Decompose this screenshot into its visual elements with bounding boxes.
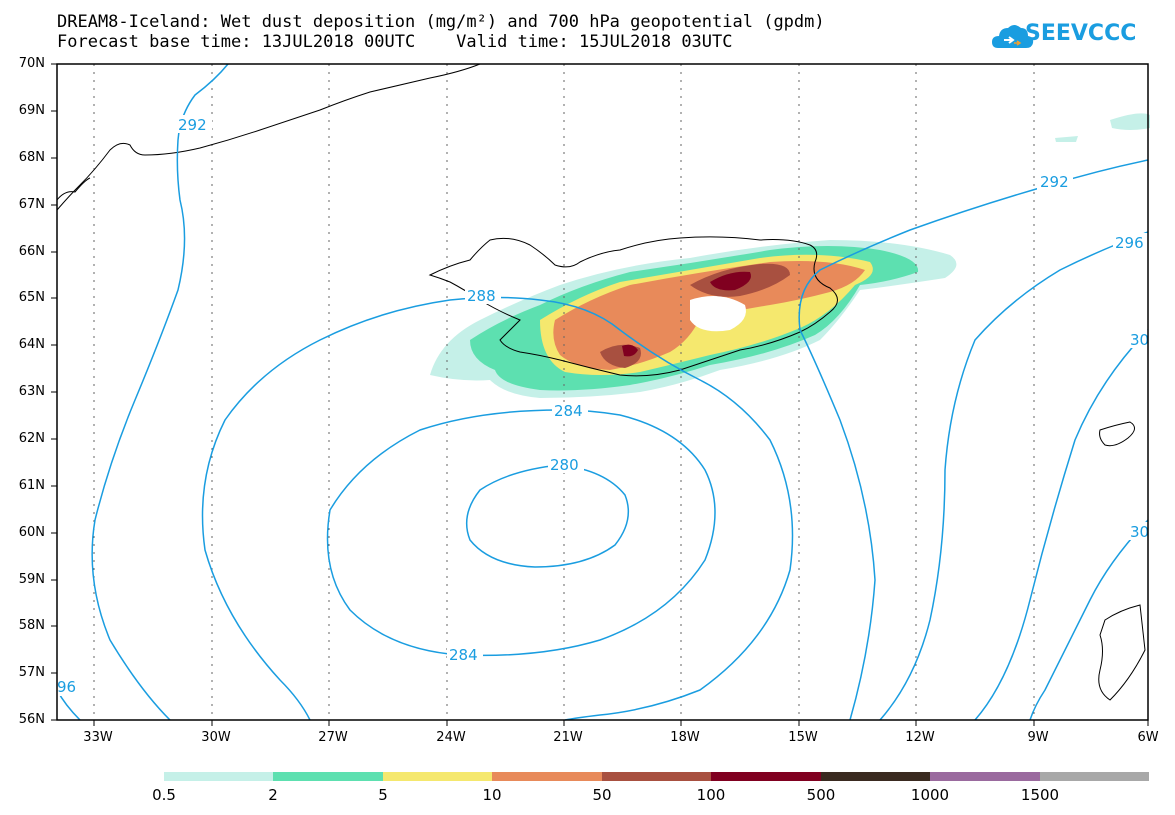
lat-label: 64N [18, 337, 45, 352]
contour-label: 296 [1115, 234, 1144, 252]
lat-label: 70N [18, 56, 45, 71]
lon-label: 21W [553, 730, 583, 745]
legend-swatch [382, 772, 493, 781]
lon-label: 6W [1137, 730, 1159, 745]
contour-label: 292 [178, 116, 207, 134]
legend-swatch [820, 772, 931, 781]
lat-label: 63N [18, 384, 45, 399]
legend-label: 5 [378, 786, 388, 804]
legend-label: 2 [268, 786, 278, 804]
lat-label: 60N [18, 525, 45, 540]
legend-swatch [711, 772, 821, 781]
lat-label: 67N [18, 197, 45, 212]
axis-ticks [51, 63, 1149, 726]
lon-label: 15W [788, 730, 818, 745]
lon-label: 9W [1027, 730, 1049, 745]
legend-label: 10 [482, 786, 502, 804]
legend-swatch [930, 772, 1040, 781]
graticule [93, 64, 1035, 720]
lon-label: 27W [318, 730, 348, 745]
legend-swatch [492, 772, 602, 781]
legend-swatch [1039, 772, 1149, 781]
contour-label: 30 [1130, 331, 1149, 349]
lat-label: 69N [18, 103, 45, 118]
lat-label: 65N [18, 290, 45, 305]
legend-label: 50 [592, 786, 612, 804]
logo-text: SEEVCCC [1025, 21, 1137, 46]
lat-label: 68N [18, 150, 45, 165]
map-title-line2: Forecast base time: 13JUL2018 00UTC Vali… [57, 32, 733, 52]
legend-label: 100 [696, 786, 726, 804]
lat-label: 58N [18, 618, 45, 633]
contour-label: 96 [57, 678, 76, 696]
contour-label: 284 [449, 646, 478, 664]
contour-label: 280 [550, 456, 579, 474]
lon-label: 33W [83, 730, 113, 745]
lon-label: 24W [436, 730, 466, 745]
color-legend [164, 772, 1149, 781]
legend-label: 1500 [1020, 786, 1060, 804]
legend-swatch [164, 772, 274, 781]
lat-label: 61N [18, 478, 45, 493]
contour-label: 292 [1040, 173, 1069, 191]
logo-cloud-icon [992, 25, 1034, 48]
lat-label: 56N [18, 712, 45, 727]
legend-label: 500 [806, 786, 836, 804]
lon-label: 18W [670, 730, 700, 745]
lon-label: 12W [905, 730, 935, 745]
lat-label: 59N [18, 572, 45, 587]
contour-label: 284 [554, 402, 583, 420]
lat-label: 66N [18, 244, 45, 259]
map-title-line1: DREAM8-Iceland: Wet dust deposition (mg/… [57, 12, 825, 32]
coastlines [56, 63, 1146, 701]
lon-label: 30W [201, 730, 231, 745]
legend-swatch [601, 772, 712, 781]
lat-label: 62N [18, 431, 45, 446]
legend-label: 0.5 [152, 786, 176, 804]
lat-label: 57N [18, 665, 45, 680]
contour-label: 30 [1130, 523, 1149, 541]
contour-label: 288 [467, 287, 496, 305]
legend-swatch [273, 772, 383, 781]
dust-deposition-field [430, 113, 1150, 398]
legend-label: 1000 [910, 786, 950, 804]
